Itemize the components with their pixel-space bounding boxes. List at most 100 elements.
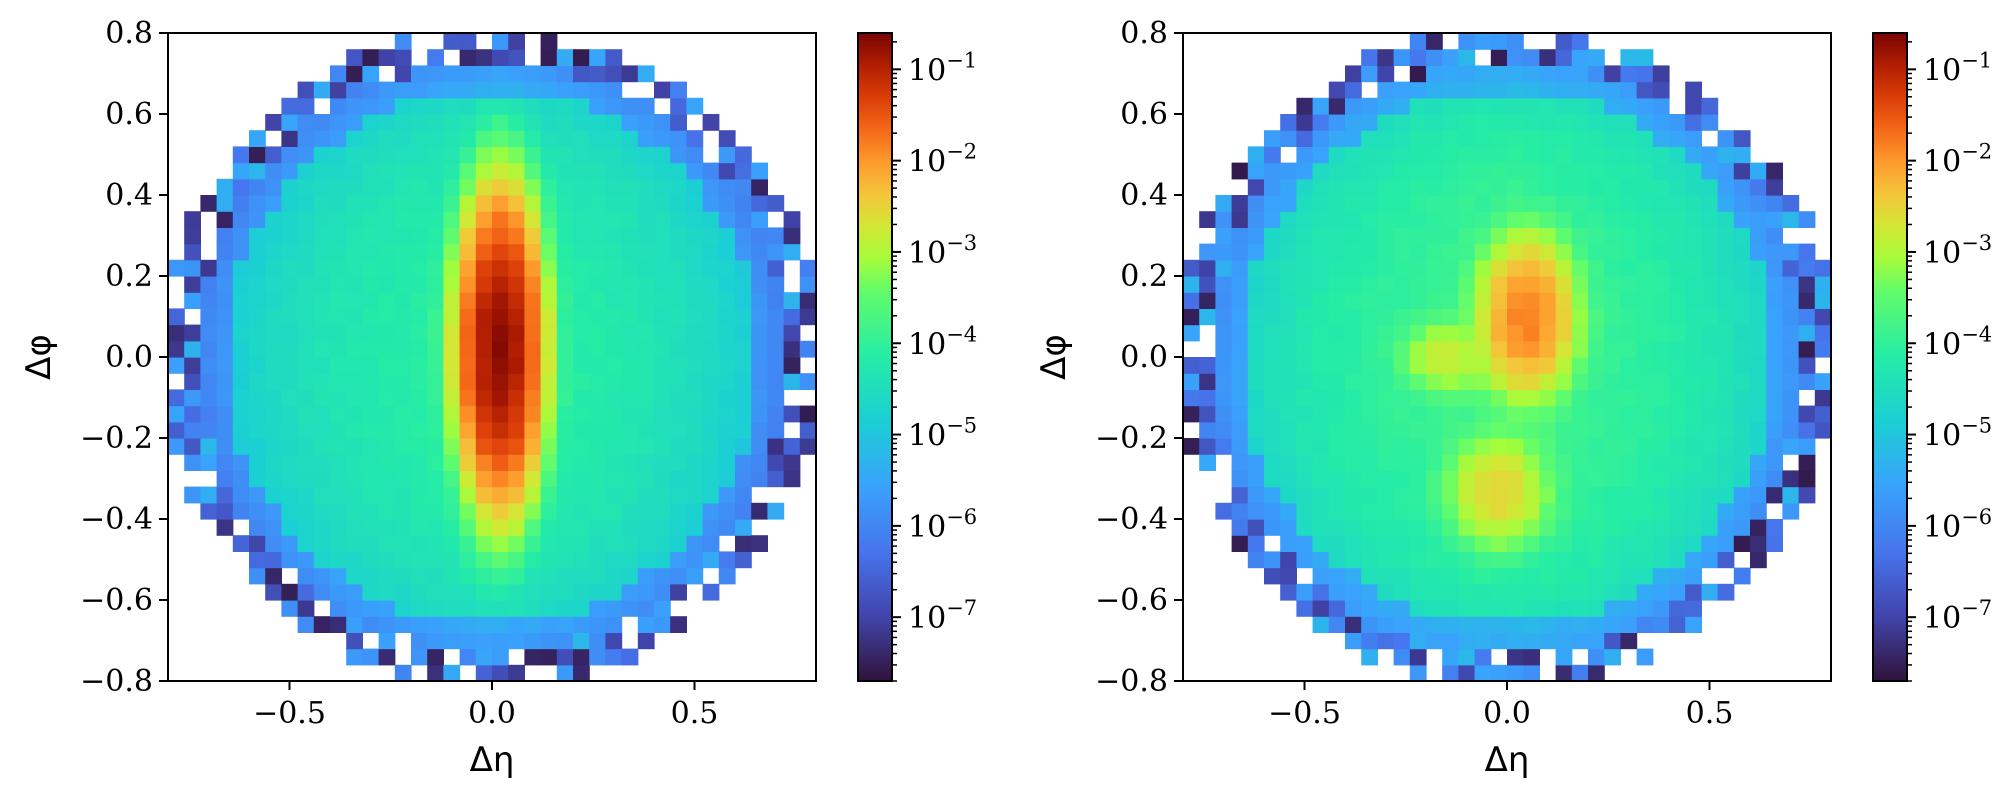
heatmap-cell (346, 114, 363, 131)
heatmap-cell (249, 276, 266, 293)
heatmap-cell (1377, 551, 1395, 569)
heatmap-cell (637, 195, 655, 212)
heatmap-cell (281, 276, 299, 293)
heatmap-cell (1717, 389, 1735, 407)
heatmap-cell (475, 421, 493, 439)
heatmap-cell (1798, 340, 1816, 358)
heatmap-cell (346, 324, 363, 342)
heatmap-cell (1247, 405, 1265, 423)
heatmap-cell (718, 178, 736, 196)
heatmap-cell (1442, 276, 1459, 293)
heatmap-cell (605, 259, 623, 277)
heatmap-cell (637, 454, 655, 471)
heatmap-cell (1733, 259, 1751, 277)
heatmap-cell (1393, 146, 1411, 164)
heatmap-cell (1701, 276, 1719, 293)
heatmap-cell (1328, 243, 1346, 261)
heatmap-cell (1458, 324, 1476, 342)
heatmap-cell (1361, 616, 1378, 633)
heatmap-cell (1733, 421, 1751, 439)
heatmap-cell (1409, 259, 1427, 277)
heatmap-cell (1733, 292, 1751, 309)
heatmap-cell (1523, 211, 1540, 228)
heatmap-cell (1782, 438, 1800, 455)
heatmap-cell (524, 632, 542, 650)
heatmap-cell (1409, 470, 1427, 488)
heatmap-cell (216, 292, 234, 309)
heatmap-cell (1458, 389, 1476, 407)
heatmap-cell (1636, 551, 1654, 569)
heatmap-cell (1409, 551, 1427, 569)
heatmap-cell (1280, 114, 1297, 131)
y-tick-label: −0.8 (80, 664, 153, 699)
heatmap-cell (265, 227, 282, 245)
heatmap-cell (1280, 583, 1297, 601)
heatmap-cell (459, 49, 477, 66)
heatmap-cell (1555, 130, 1573, 147)
heatmap-cell (1652, 405, 1670, 423)
heatmap-cell (1539, 389, 1557, 407)
heatmap-cell (508, 340, 525, 358)
heatmap-cell (313, 502, 331, 520)
heatmap-cell (1571, 357, 1589, 374)
heatmap-cell (718, 357, 736, 374)
heatmap-cell (1604, 324, 1621, 342)
heatmap-cell (1199, 276, 1216, 293)
heatmap-cell (1636, 405, 1654, 423)
heatmap-cell (1426, 178, 1443, 196)
heatmap-cell (573, 324, 590, 342)
heatmap-cell (394, 583, 412, 601)
heatmap-cell (654, 178, 671, 196)
heatmap-cell (1782, 276, 1800, 293)
heatmap-cell (556, 259, 574, 277)
heatmap-cell (1377, 324, 1395, 342)
heatmap-cell (346, 357, 363, 374)
heatmap-cell (492, 421, 509, 439)
heatmap-cell (1798, 276, 1816, 293)
heatmap-cell (605, 502, 623, 520)
heatmap-cell (1474, 33, 1492, 50)
heatmap-cell (1717, 551, 1735, 569)
heatmap-cell (232, 259, 250, 277)
heatmap-cell (1669, 567, 1686, 585)
heatmap-cell (1442, 357, 1459, 374)
heatmap-cell (232, 535, 250, 552)
heatmap-cell (184, 324, 201, 342)
heatmap-cell (1296, 97, 1314, 115)
heatmap-cell (1247, 162, 1265, 180)
heatmap-cell (1604, 65, 1621, 83)
heatmap-cell (313, 178, 331, 196)
heatmap-cell (492, 373, 509, 390)
heatmap-cell (313, 616, 331, 633)
heatmap-cell (297, 97, 315, 115)
heatmap-cell (1766, 259, 1783, 277)
heatmap-cell (1312, 373, 1330, 390)
heatmap-cell (232, 438, 250, 455)
heatmap-cell (670, 324, 687, 342)
heatmap-cell (313, 438, 331, 455)
heatmap-cell (702, 502, 720, 520)
heatmap-cell (1409, 535, 1427, 552)
heatmap-cell (1361, 632, 1378, 650)
heatmap-cell (540, 259, 558, 277)
heatmap-cell (1717, 227, 1735, 245)
heatmap-cell (1814, 389, 1832, 407)
heatmap-cell (783, 373, 801, 390)
heatmap-cell (1393, 421, 1411, 439)
heatmap-cell (1247, 292, 1265, 309)
heatmap-cell (508, 49, 525, 66)
heatmap-cell (297, 195, 315, 212)
heatmap-cell (1426, 81, 1443, 99)
heatmap-cell (1312, 146, 1330, 164)
heatmap-cell (573, 632, 590, 650)
heatmap-cell (589, 195, 606, 212)
heatmap-cell (313, 243, 331, 261)
heatmap-cell (540, 389, 558, 407)
heatmap-cell (621, 470, 639, 488)
heatmap-cell (1247, 340, 1265, 358)
heatmap-cell (297, 389, 315, 407)
heatmap-cell (443, 486, 461, 504)
heatmap-cell (1539, 81, 1557, 99)
heatmap-cell (1361, 454, 1378, 471)
